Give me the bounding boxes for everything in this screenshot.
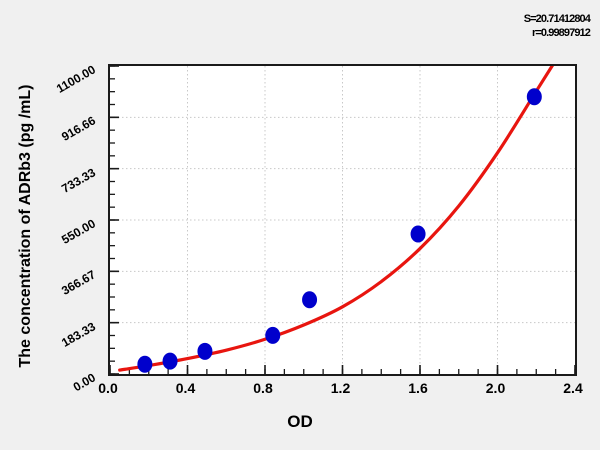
fitted-curve [118, 66, 554, 372]
plot-graphics [110, 66, 575, 374]
x-tick-label: 1.6 [408, 380, 428, 396]
x-tick-label: 2.0 [485, 380, 506, 396]
x-tick-label: 2.4 [563, 380, 583, 396]
statistics-annotation: S=20.71412804 r=0.99897912 [523, 12, 591, 40]
data-point [410, 225, 426, 243]
data-points [137, 88, 542, 373]
data-point [265, 326, 281, 344]
data-point [197, 342, 213, 360]
x-tick-label: 0.8 [253, 380, 273, 396]
s-value-text: S=20.71412804 [523, 13, 591, 25]
x-tick-label: 0.0 [98, 380, 118, 396]
data-point [526, 88, 542, 106]
x-tick-label: 0.4 [175, 380, 196, 396]
x-axis-title: OD [287, 412, 313, 431]
gridlines [110, 66, 575, 374]
r-value-text: r=0.99897912 [531, 27, 591, 39]
data-point [162, 352, 178, 370]
data-point [137, 355, 153, 373]
plot-area [108, 64, 577, 376]
x-tick-label: 1.2 [330, 380, 351, 396]
major-tick-marks [110, 66, 575, 374]
data-point [302, 291, 318, 309]
y-axis-title: The concentration of ADRb3 (pg /mL) [17, 84, 34, 368]
y-axis-title-wrapper: The concentration of ADRb3 (pg /mL) [11, 61, 41, 391]
